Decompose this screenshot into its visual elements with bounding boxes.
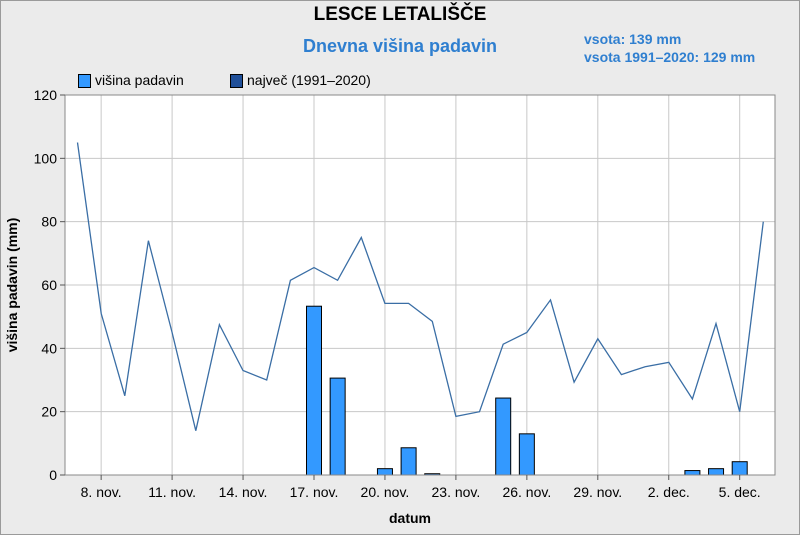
x-tick-label: 8. nov. (81, 484, 122, 500)
precipitation-bar (518, 433, 535, 476)
y-tick-label: 40 (41, 340, 57, 356)
y-tick-label: 20 (41, 404, 57, 420)
y-tick-label: 100 (34, 150, 58, 166)
precipitation-bar (684, 470, 701, 476)
precipitation-bar (306, 305, 322, 476)
y-tick-label: 60 (41, 277, 57, 293)
x-tick-label: 17. nov. (290, 484, 339, 500)
x-axis-ticks: 8. nov. 11. nov. 14. nov. 17. nov. 20. nov. 2… (81, 475, 761, 500)
y-tick-label: 0 (49, 467, 57, 483)
y-axis-ticks: 0 20 40 60 80 100 120 (34, 87, 65, 483)
x-tick-label: 2. dec. (648, 484, 690, 500)
x-tick-label: 11. nov. (148, 484, 196, 500)
chart-subtitle: Dnevna višina padavin (302, 36, 498, 56)
total-precipitation-label: vsota: 139 mm (584, 31, 682, 47)
y-tick-label: 80 (41, 214, 57, 230)
precipitation-bar (329, 377, 346, 476)
x-axis-label: datum (389, 510, 431, 526)
chart-title: LESCE LETALIŠČE (313, 4, 487, 25)
x-tick-label: 14. nov. (219, 484, 268, 500)
x-tick-label: 29. nov. (573, 484, 622, 500)
legend-swatch-precipitation (78, 74, 91, 88)
legend-label-maximum: največ (1991–2020) (247, 72, 371, 88)
x-tick-label: 5. dec. (719, 484, 761, 500)
x-tick-label: 26. nov. (502, 484, 551, 500)
precipitation-bar (376, 468, 393, 476)
precipitation-bars (306, 305, 748, 476)
precipitation-bar (495, 397, 512, 476)
precipitation-bar (400, 447, 417, 476)
legend-swatch-maximum (230, 74, 243, 88)
x-tick-label: 20. nov. (361, 484, 410, 500)
y-axis-label: višina padavin (mm) (4, 218, 20, 353)
y-tick-label: 120 (34, 87, 58, 103)
precipitation-bar (731, 461, 748, 476)
legend-label-precipitation: višina padavin (95, 72, 184, 88)
precipitation-bar (708, 468, 725, 476)
maximum-line (76, 142, 764, 431)
normal-total-precipitation-label: vsota 1991–2020: 129 mm (584, 49, 756, 65)
x-tick-label: 23. nov. (432, 484, 481, 500)
